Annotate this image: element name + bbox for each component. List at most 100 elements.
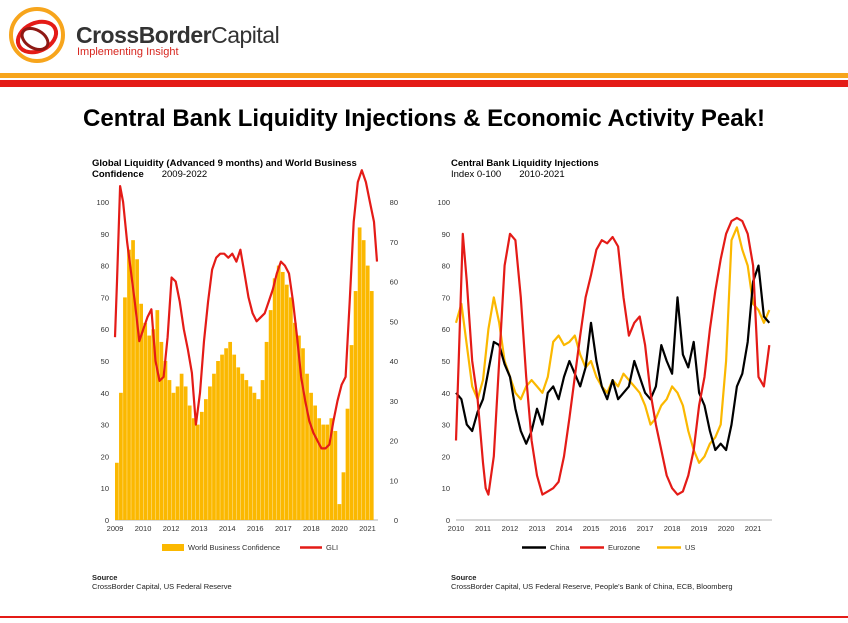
y-left-tick-label-0: 0 <box>105 516 109 525</box>
x-tick-label-1: 2010 <box>135 524 152 533</box>
y-right-tick-label-0: 0 <box>394 516 398 525</box>
y-tick-label-2: 20 <box>442 452 450 461</box>
chart-1-period: 2009-2022 <box>161 169 208 180</box>
legend-label-eurozone: Eurozone <box>608 543 640 552</box>
x-tick-label-7: 2018 <box>303 524 320 533</box>
x-tick-label-4: 2014 <box>556 524 573 533</box>
y-right-tick-label-6: 60 <box>390 278 398 287</box>
x-tick-label-1: 2011 <box>475 524 491 533</box>
y-left-tick-label-1: 10 <box>101 484 109 493</box>
confidence-bar <box>349 345 354 520</box>
confidence-bar <box>151 329 156 520</box>
x-tick-label-8: 2020 <box>331 524 348 533</box>
confidence-bar <box>183 386 188 520</box>
confidence-bar <box>236 367 241 520</box>
confidence-bar <box>325 424 330 520</box>
y-tick-label-4: 40 <box>442 389 450 398</box>
confidence-bar <box>248 386 253 520</box>
x-tick-label-3: 2013 <box>191 524 208 533</box>
legend-swatch-confidence <box>162 544 184 551</box>
x-tick-label-0: 2010 <box>448 524 465 533</box>
chart-1-title-block: Global Liquidity (Advanced 9 months) and… <box>92 158 392 180</box>
confidence-bar <box>175 386 180 520</box>
x-tick-label-6: 2016 <box>610 524 627 533</box>
confidence-bar <box>321 424 326 520</box>
y-tick-label-3: 30 <box>442 421 450 430</box>
y-left-tick-label-6: 60 <box>101 325 109 334</box>
confidence-bar <box>131 240 135 520</box>
y-left-tick-label-3: 30 <box>101 421 109 430</box>
confidence-bar <box>135 259 139 520</box>
confidence-bar <box>171 392 176 520</box>
x-tick-label-11: 2021 <box>745 524 762 533</box>
series-line-china <box>455 264 771 452</box>
footer-red-line <box>0 616 848 618</box>
confidence-bar <box>280 271 285 520</box>
confidence-bar <box>204 399 208 520</box>
confidence-bar <box>333 430 338 520</box>
confidence-bar <box>256 399 261 520</box>
confidence-bar <box>345 408 350 520</box>
confidence-bar <box>353 291 358 520</box>
page-title: Central Bank Liquidity Injections & Econ… <box>83 105 765 132</box>
confidence-bar <box>119 392 123 520</box>
chart-global-liquidity: 0 10 20 30 40 50 60 70 80 90 100 0 10 20 30 40 50 60 70 80 2… <box>96 169 398 552</box>
y-left-tick-label-2: 20 <box>101 452 109 461</box>
confidence-bar <box>276 265 281 520</box>
y-tick-label-7: 70 <box>442 293 450 302</box>
chart-1-title: Global Liquidity (Advanced 9 months) and… <box>92 158 357 180</box>
y-tick-label-1: 10 <box>442 484 450 493</box>
chart-2-title-block: Central Bank Liquidity Injections Index … <box>451 158 751 180</box>
confidence-bar <box>216 361 220 520</box>
confidence-bar <box>155 310 160 520</box>
legend-label-us: US <box>685 543 695 552</box>
confidence-bar <box>268 310 273 520</box>
y-right-tick-label-3: 30 <box>390 397 398 406</box>
y-left-tick-label-7: 70 <box>101 293 109 302</box>
confidence-bar <box>240 373 245 520</box>
confidence-bar <box>284 284 289 520</box>
x-tick-label-5: 2015 <box>583 524 600 533</box>
confidence-bar <box>179 373 184 520</box>
y-tick-label-5: 50 <box>442 357 450 366</box>
y-tick-label-9: 90 <box>442 230 450 239</box>
confidence-bar <box>244 380 249 520</box>
y-tick-label-0: 0 <box>446 516 450 525</box>
y-right-tick-label-4: 40 <box>390 357 398 366</box>
gli-line <box>113 169 379 450</box>
x-tick-label-2: 2012 <box>163 524 180 533</box>
crossborder-logo <box>9 7 65 63</box>
confidence-bar <box>208 386 212 520</box>
x-tick-label-6: 2017 <box>275 524 292 533</box>
confidence-bar <box>220 354 224 520</box>
brand-name: CrossBorderCapital <box>76 22 280 48</box>
brand-tagline: Implementing Insight <box>77 46 179 58</box>
confidence-bar <box>252 392 257 520</box>
confidence-bar <box>365 265 370 520</box>
confidence-bar <box>167 380 172 520</box>
confidence-bar <box>369 291 374 520</box>
confidence-bar <box>260 380 265 520</box>
confidence-bar <box>232 354 237 520</box>
confidence-bar <box>361 240 366 520</box>
source-note-left: Source CrossBorder Capital, US Federal R… <box>92 573 232 591</box>
x-tick-label-2: 2012 <box>502 524 519 533</box>
confidence-bar <box>288 297 293 520</box>
y-tick-label-10: 100 <box>437 198 450 207</box>
confidence-bar <box>123 297 127 520</box>
y-right-tick-label-1: 10 <box>390 476 398 485</box>
y-left-tick-label-10: 100 <box>96 198 109 207</box>
y-right-tick-label-2: 20 <box>390 437 398 446</box>
confidence-bar <box>337 504 342 520</box>
confidence-bar <box>139 303 143 520</box>
confidence-bar <box>147 335 152 520</box>
series-line-us <box>454 226 771 464</box>
y-left-tick-label-8: 80 <box>101 262 109 271</box>
x-tick-label-9: 2019 <box>691 524 708 533</box>
legend-label-china: China <box>550 543 570 552</box>
y-left-tick-label-5: 50 <box>101 357 109 366</box>
confidence-bar <box>293 322 297 520</box>
confidence-bar <box>212 373 216 520</box>
y-tick-label-6: 60 <box>442 325 450 334</box>
confidence-bar <box>317 418 322 520</box>
